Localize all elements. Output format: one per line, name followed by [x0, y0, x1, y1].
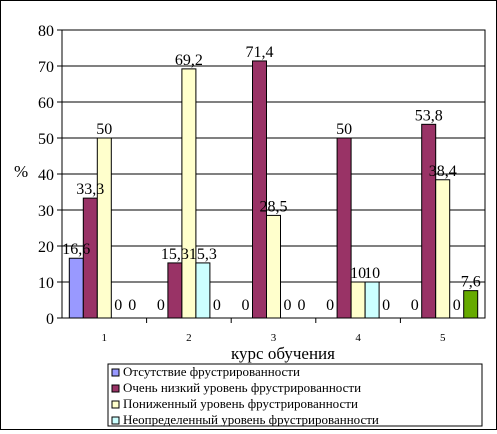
x-tick-label: 5: [440, 332, 446, 344]
data-label: 0: [242, 297, 250, 314]
bar: [336, 137, 352, 319]
x-tick-label: 4: [355, 332, 361, 344]
data-label: 71,4: [246, 44, 274, 61]
bar: [364, 281, 380, 319]
bar: [68, 257, 84, 319]
x-tick-label: 3: [271, 332, 277, 344]
bar: [252, 60, 267, 319]
bar: [350, 281, 366, 319]
bar: [181, 68, 197, 319]
data-label: 0: [157, 297, 165, 314]
bar: [421, 123, 437, 319]
y-tick-label: 30: [38, 203, 54, 220]
y-axis-title: %: [14, 162, 28, 181]
x-tick-label: 2: [186, 332, 192, 344]
data-label: 15,3: [161, 246, 189, 263]
data-label: 10: [350, 265, 366, 282]
legend-swatch: [111, 416, 120, 425]
legend-box: [107, 363, 483, 427]
y-tick-label: 10: [38, 275, 54, 292]
data-label: 0: [382, 297, 390, 314]
data-label: 0: [411, 297, 419, 314]
data-label: 0: [213, 297, 221, 314]
legend-entry: Пониженный уровень фрустрированности: [123, 396, 358, 411]
bar: [266, 214, 281, 319]
bar: [195, 262, 211, 319]
x-tick-label: 1: [102, 332, 108, 344]
legend-swatch: [111, 384, 120, 393]
data-label: 69,2: [175, 52, 203, 69]
data-label: 0: [453, 297, 461, 314]
data-label: 0: [114, 297, 122, 314]
x-axis-title: курс обучения: [231, 344, 335, 363]
bar: [96, 137, 112, 319]
data-label: 16,6: [62, 241, 90, 258]
data-label: 50: [96, 121, 112, 138]
y-tick-label: 40: [38, 167, 54, 184]
y-tick-label: 20: [38, 239, 54, 256]
y-tick-label: 60: [38, 95, 54, 112]
legend-swatch: [111, 368, 120, 377]
data-label: 0: [326, 297, 334, 314]
legend-entry: Отсутствие фрустрированности: [123, 364, 300, 379]
data-label: 0: [128, 297, 136, 314]
data-label: 0: [284, 297, 292, 314]
legend-swatch: [111, 400, 120, 409]
data-label: 38,4: [429, 163, 457, 180]
y-tick-label: 80: [38, 23, 54, 40]
data-label: 0: [298, 297, 306, 314]
data-label: 7,6: [461, 274, 481, 291]
data-label: 15,3: [189, 246, 217, 263]
bar: [167, 262, 183, 319]
data-label: 53,8: [415, 107, 443, 124]
bar: [435, 179, 451, 319]
y-tick-label: 50: [38, 131, 54, 148]
y-tick-label: 0: [46, 311, 54, 328]
bar: [463, 290, 479, 319]
data-label: 50: [336, 121, 352, 138]
legend-entry: Неопределенный уровень фрустрированности: [123, 412, 379, 427]
y-tick-label: 70: [38, 59, 54, 76]
data-label: 33,3: [76, 181, 104, 198]
data-label: 28,5: [260, 198, 288, 215]
data-label: 10: [364, 265, 380, 282]
legend-entry: Очень низкий уровень фрустрированности: [123, 380, 361, 395]
